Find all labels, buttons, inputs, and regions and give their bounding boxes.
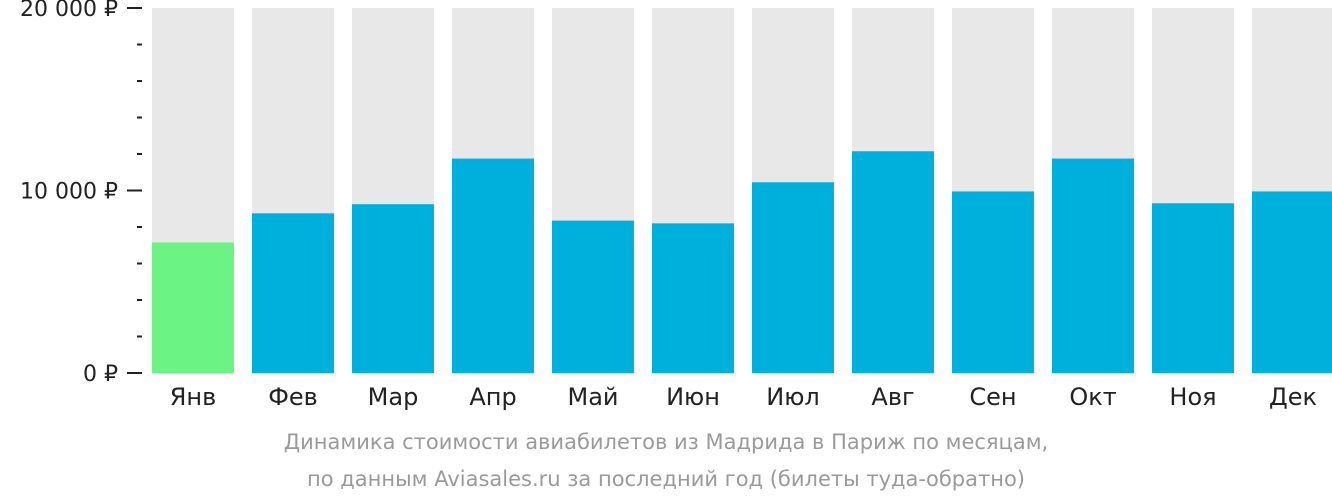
bar <box>152 242 234 373</box>
bar <box>452 158 534 373</box>
bar <box>1052 158 1134 373</box>
bar <box>752 182 834 373</box>
y-tick-label: 20 000 ₽ <box>20 0 118 22</box>
x-tick-label: Мар <box>368 383 419 411</box>
x-tick-label: Фев <box>268 383 318 411</box>
bar <box>1152 203 1234 373</box>
bar <box>552 220 634 373</box>
x-tick-label: Авг <box>871 383 914 411</box>
bar <box>652 223 734 373</box>
bar <box>252 213 334 373</box>
chart-caption-line-2: по данным Aviasales.ru за последний год … <box>307 467 1025 491</box>
bar <box>852 151 934 373</box>
bar <box>952 191 1034 373</box>
y-tick-label: 10 000 ₽ <box>20 180 118 205</box>
x-tick-label: Апр <box>469 383 516 411</box>
y-tick-label: 0 ₽ <box>83 362 118 387</box>
x-tick-label: Май <box>567 383 618 411</box>
x-tick-label: Окт <box>1069 383 1116 411</box>
bar <box>1252 191 1332 373</box>
x-tick-label: Июл <box>766 383 820 411</box>
x-tick-label: Июн <box>666 383 720 411</box>
x-tick-label: Дек <box>1269 383 1317 411</box>
x-tick-label: Ноя <box>1169 383 1216 411</box>
x-tick-label: Сен <box>969 383 1016 411</box>
bar <box>352 204 434 373</box>
chart-caption-line-1: Динамика стоимости авиабилетов из Мадрид… <box>283 430 1049 454</box>
x-tick-label: Янв <box>170 383 217 411</box>
